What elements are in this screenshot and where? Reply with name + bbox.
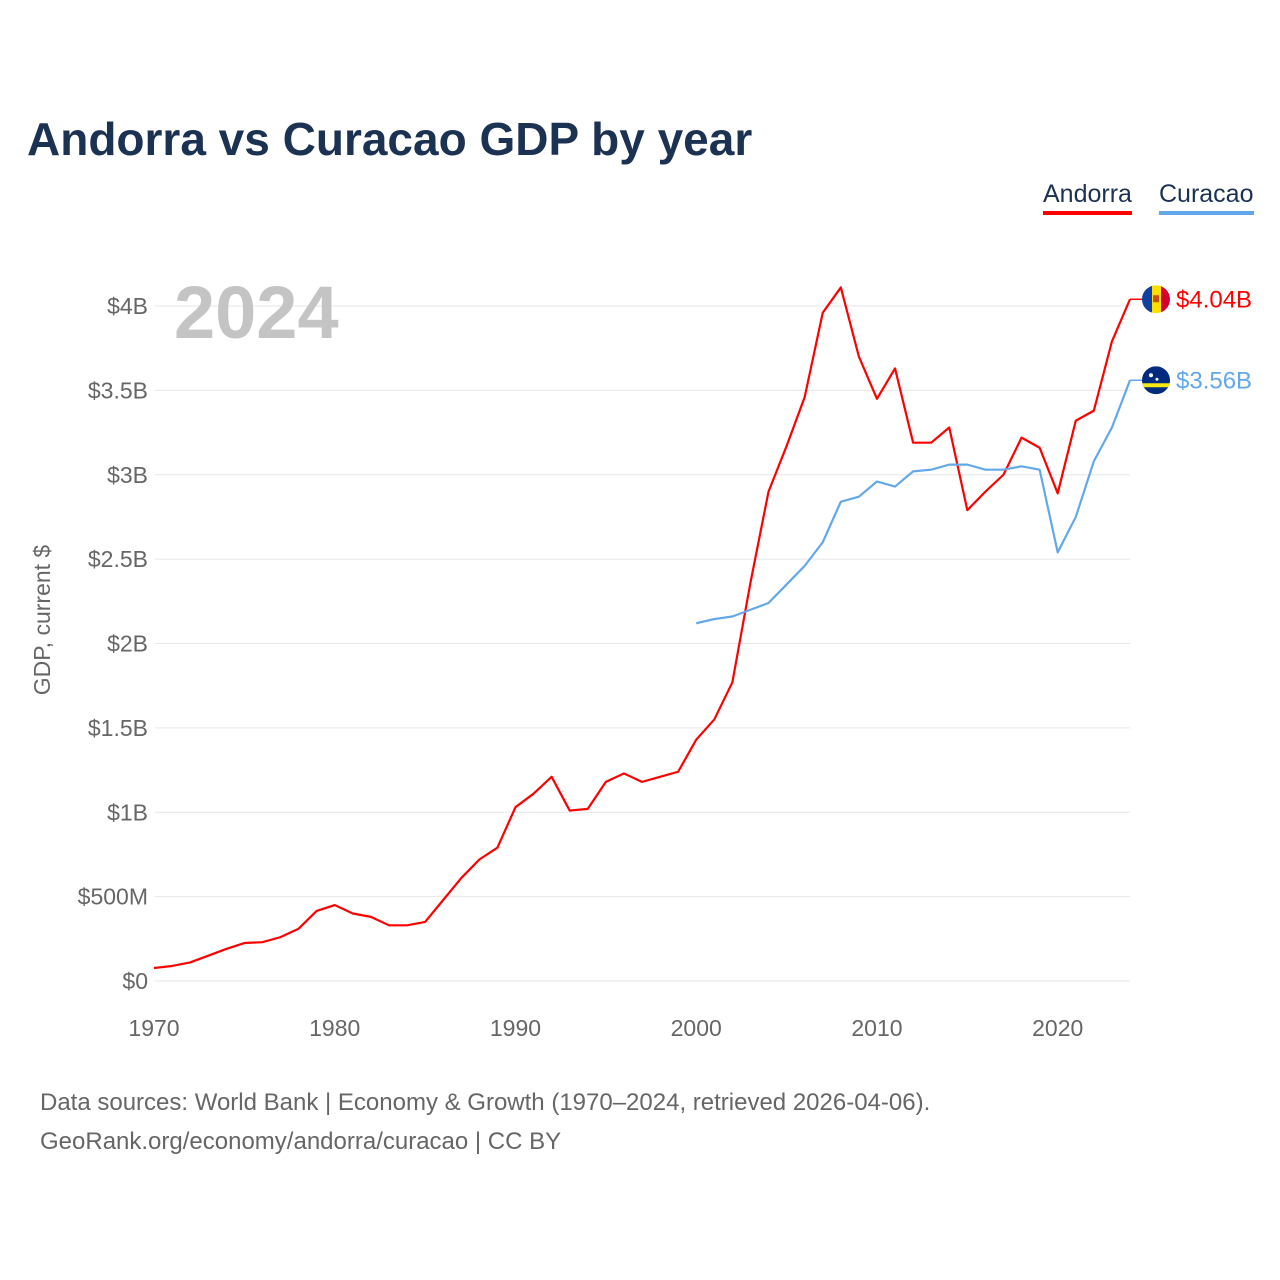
y-tick-label: $3B [107, 462, 148, 488]
end-value-label-curacao: $3.56B [1176, 367, 1252, 394]
y-tick-label: $500M [78, 884, 148, 910]
y-axis-label: GDP, current $ [29, 545, 55, 696]
legend-curacao[interactable]: Curacao [1159, 180, 1254, 215]
y-tick-label: $4B [107, 293, 148, 319]
footer-link[interactable]: GeoRank.org/economy/andorra/curacao | CC… [40, 1128, 562, 1155]
x-tick-label: 2020 [1032, 1015, 1083, 1041]
y-tick-label: $1B [107, 799, 148, 825]
footer-sources: Data sources: World Bank | Economy & Gro… [40, 1089, 931, 1116]
x-tick-label: 1970 [128, 1015, 179, 1041]
legend-andorra[interactable]: Andorra [1043, 180, 1132, 215]
x-tick-label: 1990 [490, 1015, 541, 1041]
x-tick-label: 1980 [309, 1015, 360, 1041]
curacao-flag-icon [1142, 366, 1170, 395]
year-overlay: 2024 [174, 271, 339, 354]
chart-title: Andorra vs Curacao GDP by year [27, 113, 753, 165]
y-tick-label: $2.5B [88, 546, 148, 572]
x-tick-label: 2000 [671, 1015, 722, 1041]
x-tick-label: 2010 [851, 1015, 902, 1041]
andorra-flag-icon [1142, 285, 1170, 314]
y-tick-label: $2B [107, 631, 148, 657]
end-value-label-andorra: $4.04B [1176, 286, 1252, 313]
footer: Data sources: World Bank | Economy & Gro… [40, 1083, 930, 1161]
series-line-andorra[interactable] [153, 286, 1132, 970]
series-line-curacao[interactable] [695, 379, 1132, 625]
y-tick-label: $3.5B [88, 377, 148, 403]
y-tick-label: $1.5B [88, 715, 148, 741]
y-tick-label: $0 [122, 968, 148, 994]
